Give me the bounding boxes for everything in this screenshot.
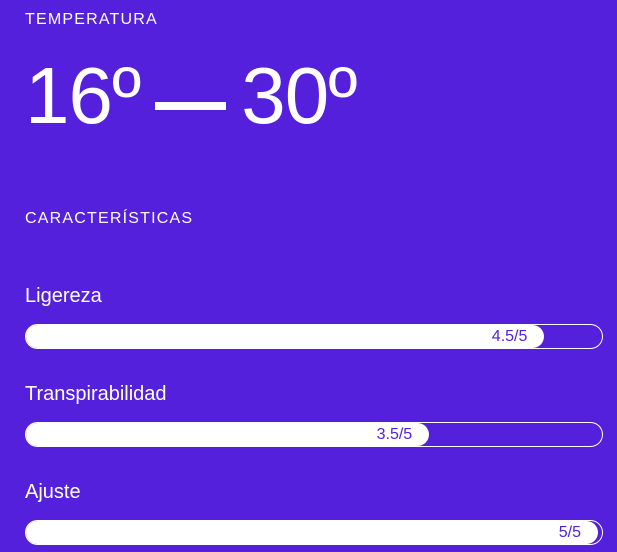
features-list: Ligereza 4.5/5 Transpirabilidad 3.5/5 Aj… [25, 285, 603, 545]
rating-fill: 5/5 [26, 521, 598, 544]
temperature-range: 16º 30º [25, 55, 603, 137]
temperature-heading: TEMPERATURA [25, 11, 158, 28]
feature-item-transpirabilidad: Transpirabilidad 3.5/5 [25, 383, 603, 447]
features-heading: CARACTERÍSTICAS [25, 210, 194, 227]
rating-fill: 3.5/5 [26, 423, 430, 446]
rating-track: 5/5 [25, 520, 603, 545]
feature-item-ligereza: Ligereza 4.5/5 [25, 285, 603, 349]
rating-track: 3.5/5 [25, 422, 603, 447]
rating-value: 4.5/5 [491, 327, 528, 345]
feature-label: Ajuste [25, 481, 81, 503]
temperature-max: 30º [241, 51, 357, 140]
rating-fill: 4.5/5 [26, 325, 545, 348]
rating-track: 4.5/5 [25, 324, 603, 349]
range-dash-icon [155, 102, 227, 110]
rating-value: 3.5/5 [376, 425, 413, 443]
feature-label: Ligereza [25, 285, 102, 307]
feature-item-ajuste: Ajuste 5/5 [25, 481, 603, 545]
rating-value: 5/5 [558, 523, 581, 541]
temperature-min: 16º [25, 51, 141, 140]
feature-label: Transpirabilidad [25, 383, 167, 405]
